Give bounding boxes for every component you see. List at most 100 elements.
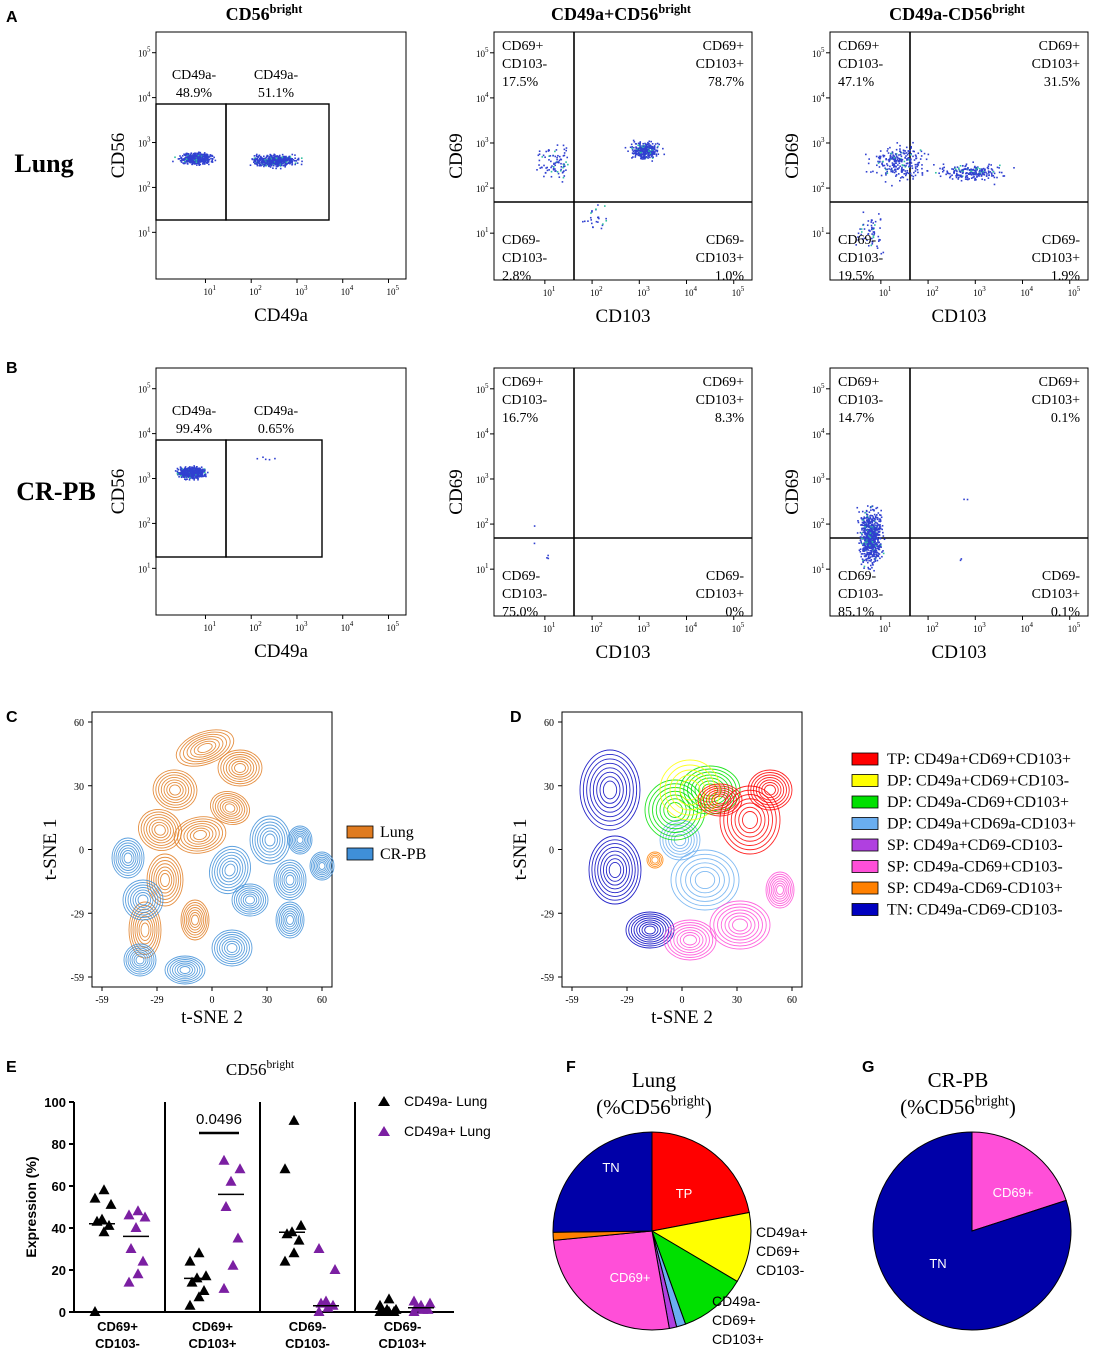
event-dot xyxy=(198,153,200,156)
event-dot xyxy=(199,151,202,154)
event-dot xyxy=(870,546,873,548)
event-dot xyxy=(194,470,197,473)
event-dot xyxy=(920,155,923,157)
event-dot xyxy=(981,171,984,174)
event-dot xyxy=(973,175,975,178)
event-dot xyxy=(966,498,969,501)
event-dot xyxy=(648,142,650,145)
event-dot xyxy=(867,530,869,533)
tick-exponent: 1 xyxy=(888,285,892,293)
quadrant-label-ll: CD103- xyxy=(502,587,547,602)
density-contour xyxy=(143,814,177,846)
y-axis-label: CD69 xyxy=(782,469,803,514)
event-dot xyxy=(956,166,959,168)
event-dot xyxy=(191,157,193,160)
event-dot xyxy=(550,170,553,173)
event-dot xyxy=(658,143,660,146)
event-dot xyxy=(881,163,883,165)
event-dot xyxy=(865,532,867,535)
quadrant-label-ur: CD103+ xyxy=(696,393,744,408)
event-dot xyxy=(183,469,185,472)
event-dot xyxy=(293,159,296,162)
y-tick-label: 104 xyxy=(812,427,825,440)
density-contour xyxy=(189,912,201,928)
event-dot xyxy=(869,553,871,556)
event-dot xyxy=(893,158,895,160)
event-dot xyxy=(281,160,283,162)
y-tick-label: -59 xyxy=(541,973,554,984)
event-dot xyxy=(873,520,876,523)
event-dot xyxy=(189,474,192,477)
event-dot xyxy=(555,149,558,151)
event-dot xyxy=(895,162,898,164)
event-dot xyxy=(263,163,266,165)
event-dot xyxy=(200,155,203,157)
event-dot xyxy=(181,158,183,161)
density-contour xyxy=(127,947,153,973)
event-dot xyxy=(955,176,958,179)
event-dot xyxy=(197,160,200,163)
event-dot xyxy=(195,157,198,160)
event-dot xyxy=(642,145,645,148)
x-tick-label: 103 xyxy=(295,284,308,297)
event-dot xyxy=(641,145,643,147)
event-dot xyxy=(901,170,904,172)
density-contour xyxy=(231,883,269,917)
event-dot xyxy=(996,176,998,179)
event-dot xyxy=(909,172,912,175)
event-dot xyxy=(195,472,198,474)
event-dot xyxy=(653,151,656,154)
event-dot xyxy=(873,569,875,572)
event-dot xyxy=(648,153,650,156)
event-dot xyxy=(595,220,598,223)
event-dot xyxy=(646,151,649,154)
event-dot xyxy=(892,158,894,161)
data-point-triangle xyxy=(295,1219,307,1230)
tick-exponent: 5 xyxy=(741,285,745,293)
gate-right xyxy=(225,439,323,558)
event-dot xyxy=(888,158,891,160)
density-contour xyxy=(758,779,782,801)
event-dot xyxy=(186,469,188,471)
density-contour xyxy=(641,923,659,937)
event-dot xyxy=(898,167,900,169)
event-dot xyxy=(861,558,864,560)
event-dot xyxy=(862,211,865,214)
event-dot xyxy=(879,557,881,560)
event-dot xyxy=(185,153,187,155)
quadrant-label-ul: CD69+ xyxy=(838,375,879,390)
data-point-triangle xyxy=(408,1295,420,1306)
event-dot xyxy=(643,147,646,150)
event-dot xyxy=(882,155,885,158)
event-dot xyxy=(268,157,271,160)
event-dot xyxy=(178,473,181,476)
event-dot xyxy=(863,559,866,562)
event-dot xyxy=(869,568,872,570)
event-dot xyxy=(866,532,869,534)
event-dot xyxy=(872,227,875,229)
event-dot xyxy=(866,515,868,517)
event-dot xyxy=(867,162,870,165)
event-dot xyxy=(275,155,278,157)
event-dot xyxy=(867,553,869,556)
event-dot xyxy=(200,466,203,469)
quadrant-label-ul: 17.5% xyxy=(502,75,539,90)
event-dot xyxy=(902,149,905,152)
density-contour xyxy=(279,867,301,893)
event-dot xyxy=(893,159,896,162)
event-dot xyxy=(269,156,272,158)
event-dot xyxy=(874,544,877,547)
event-dot xyxy=(867,549,870,551)
event-dot xyxy=(917,162,920,164)
event-dot xyxy=(863,544,865,547)
event-dot xyxy=(551,165,553,167)
event-dot xyxy=(268,158,270,161)
event-dot xyxy=(876,514,878,516)
event-dot xyxy=(187,158,190,160)
legend-label: Lung xyxy=(380,824,414,841)
density-contour xyxy=(728,915,752,935)
event-dot xyxy=(885,158,887,161)
density-contour xyxy=(146,816,174,844)
event-dot xyxy=(185,161,188,163)
event-dot xyxy=(647,154,649,157)
